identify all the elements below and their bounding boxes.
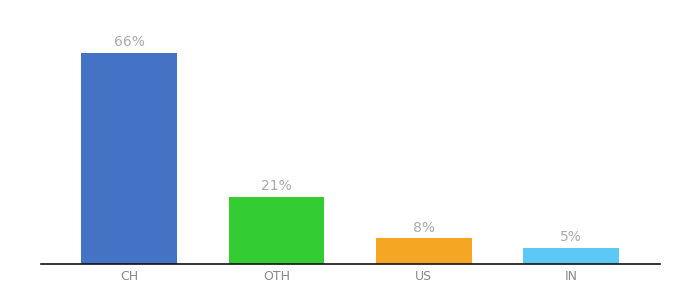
Bar <box>376 238 472 264</box>
Text: 8%: 8% <box>413 220 435 235</box>
Bar <box>524 248 619 264</box>
Bar <box>228 197 324 264</box>
Text: 21%: 21% <box>261 179 292 193</box>
Text: 5%: 5% <box>560 230 582 244</box>
Bar <box>82 53 177 264</box>
Text: 66%: 66% <box>114 35 145 50</box>
